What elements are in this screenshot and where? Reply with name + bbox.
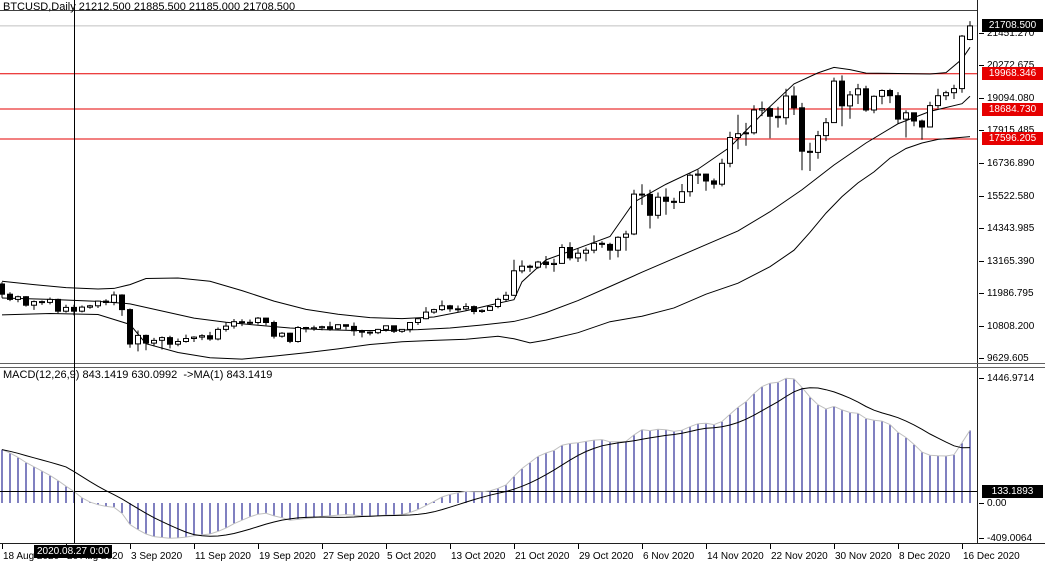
time-tick xyxy=(898,544,899,549)
time-tick-label: 29 Oct 2020 xyxy=(579,551,634,562)
price-axis[interactable]: 21451.270 20272.675 19094.080 17915.485 1673… xyxy=(977,0,1045,544)
time-tick-label: 14 Nov 2020 xyxy=(707,551,764,562)
macd-tick-label-tick xyxy=(979,503,984,504)
price-tick-label-tick xyxy=(979,196,984,197)
time-tick xyxy=(770,544,771,549)
bollinger-middle-band xyxy=(1,95,971,332)
macd-tick-label: 1446.9714 xyxy=(987,373,1035,384)
macd-tick-label: -409.0064 xyxy=(987,533,1033,544)
macd-tick-label-tick xyxy=(979,378,984,379)
macd-indicator-pane[interactable] xyxy=(0,368,978,543)
red-level-badge-1: 19968.346 xyxy=(982,67,1043,80)
price-tick-label-tick xyxy=(979,98,984,99)
price-tick-label: 20272.675 xyxy=(987,60,1035,71)
price-tick-label: 19094.080 xyxy=(987,93,1035,104)
time-tick xyxy=(450,544,451,549)
macd-tick-label-tick xyxy=(979,538,984,539)
macd-indicator-label: MACD(12,26,9) 843.1419 630.0992 ->MA(1) … xyxy=(3,369,273,381)
candlestick-series xyxy=(0,21,973,352)
crosshair-vertical-line[interactable] xyxy=(74,0,75,543)
price-tick-label-tick xyxy=(979,130,984,131)
price-tick-label: 16736.890 xyxy=(987,158,1035,169)
symbol-period-label: BTCUSD,Daily xyxy=(3,1,76,13)
time-tick xyxy=(130,544,131,549)
time-tick xyxy=(322,544,323,549)
price-tick-label-tick xyxy=(979,293,984,294)
price-tick-label-tick xyxy=(979,163,984,164)
time-tick-label: 6 Nov 2020 xyxy=(643,551,695,562)
time-tick xyxy=(706,544,707,549)
pane-divider-bottom[interactable] xyxy=(0,367,1045,368)
price-tick-label: 15522.580 xyxy=(987,191,1035,202)
ohlc-values-label: 21212.500 21885.500 21185.000 21708.500 xyxy=(78,1,296,13)
price-tick-label: 14343.985 xyxy=(987,223,1035,234)
price-tick-label: 17915.485 xyxy=(987,125,1035,136)
bollinger-upper-band xyxy=(1,47,971,320)
price-tick-label: 21451.270 xyxy=(987,28,1035,39)
time-tick xyxy=(2,544,3,549)
price-tick-label-tick xyxy=(979,228,984,229)
time-tick-label: 11 Sep 2020 xyxy=(195,551,251,562)
time-tick-label: 19 Sep 2020 xyxy=(259,551,316,562)
time-tick-label: 8 Dec 2020 xyxy=(899,551,951,562)
time-tick-label: 13 Oct 2020 xyxy=(451,551,506,562)
time-tick xyxy=(642,544,643,549)
macd-ma1-line xyxy=(1,377,971,539)
red-level-badge-2: 18684.730 xyxy=(982,103,1043,116)
price-tick-label-tick xyxy=(979,33,984,34)
crosshair-date-badge: 2020.08.27 0:00 xyxy=(34,545,113,558)
current-price-badge: 21708.500 xyxy=(982,19,1043,32)
bollinger-lower-band xyxy=(1,136,971,360)
time-tick-label: 16 Dec 2020 xyxy=(963,551,1020,562)
price-tick-label: 11986.795 xyxy=(987,288,1034,299)
time-tick-label: 30 Nov 2020 xyxy=(835,551,892,562)
macd-signal-line xyxy=(1,387,971,537)
pane-divider-top[interactable] xyxy=(0,363,1045,364)
time-tick xyxy=(194,544,195,549)
main-price-pane[interactable] xyxy=(0,0,978,363)
time-tick xyxy=(962,544,963,549)
price-tick-label-tick xyxy=(979,65,984,66)
macd-level-badge: 133.1893 xyxy=(982,485,1043,498)
price-tick-label: 10808.200 xyxy=(987,321,1035,332)
time-tick-label: 21 Oct 2020 xyxy=(515,551,570,562)
time-tick xyxy=(386,544,387,549)
price-tick-label: 13165.390 xyxy=(987,256,1035,267)
time-tick-label: 22 Nov 2020 xyxy=(771,551,828,562)
time-tick xyxy=(578,544,579,549)
time-tick-label: 3 Sep 2020 xyxy=(131,551,183,562)
price-tick-label: 9629.605 xyxy=(987,353,1029,364)
time-tick-label: 5 Oct 2020 xyxy=(387,551,436,562)
macd-histogram xyxy=(1,378,971,539)
time-tick-label: 27 Sep 2020 xyxy=(323,551,380,562)
price-tick-label-tick xyxy=(979,358,984,359)
chart-title: BTCUSD,Daily 21212.500 21885.500 21185.0… xyxy=(3,1,295,13)
time-tick xyxy=(258,544,259,549)
time-tick xyxy=(514,544,515,549)
macd-tick-label: 0.00 xyxy=(987,498,1007,509)
time-tick-label: 18 Aug 2020 xyxy=(3,551,60,562)
price-tick-label-tick xyxy=(979,326,984,327)
time-tick xyxy=(834,544,835,549)
red-level-badge-3: 17596.205 xyxy=(982,132,1043,145)
price-tick-label-tick xyxy=(979,261,984,262)
